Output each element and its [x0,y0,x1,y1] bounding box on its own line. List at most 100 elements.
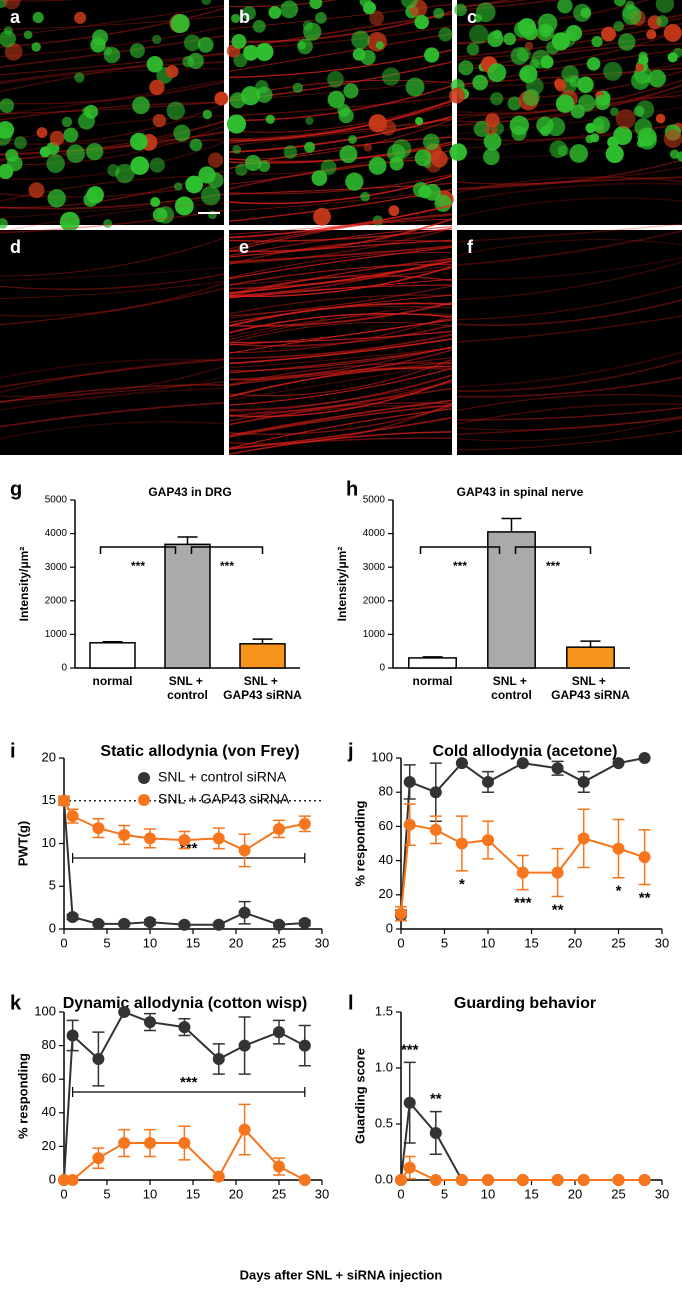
y-tick-label: 4000 [45,528,68,539]
panel-label: g [10,478,22,500]
point [612,757,625,770]
fiber [228,338,453,365]
cell [115,163,135,184]
legend-label: SNL + GAP43 siRNA [158,791,290,807]
cell [363,143,373,152]
fiber [228,218,453,250]
cell [338,108,354,124]
series-line [400,1166,645,1181]
fiber [228,399,453,437]
point [144,1016,156,1029]
x-tick-label: 25 [611,1186,625,1201]
x-tick-label: 30 [315,1186,329,1201]
point [92,1053,105,1066]
cell [348,135,357,144]
bar [89,642,136,669]
fiber [456,415,682,431]
cell [188,177,200,189]
fiber [0,15,225,30]
fiber [228,313,453,338]
cell [503,32,517,46]
cell [0,30,16,48]
cell [423,183,441,201]
cell [490,92,504,106]
label-line: SNL + [169,674,206,688]
cell [309,0,323,10]
cell [555,94,575,113]
y-tick-label: 100 [371,749,393,764]
cell [49,130,65,146]
cell [265,114,275,124]
x-tick-label: 10 [481,1186,495,1201]
cell [594,94,611,111]
cell [339,145,358,164]
sig-bracket [514,546,592,554]
fiber [228,302,453,327]
fiber [0,115,225,143]
cell [483,132,502,151]
cell [173,182,183,191]
y-tick-label: 1000 [363,629,386,640]
y-tick-label: 3000 [45,562,68,573]
cell [232,145,242,154]
y-tick-label: 0.5 [375,1115,393,1130]
cell [313,207,331,226]
cell [170,14,190,34]
cell [311,170,328,186]
cell [540,55,554,69]
cell [207,152,224,168]
x-tick-label: 5 [103,935,110,950]
fiber [228,346,453,386]
chart-title: Cold allodynia (acetone) [433,743,618,760]
fiber [228,315,453,353]
cell [39,146,51,158]
fiber [456,167,682,190]
y-tick-label: 0.0 [375,1171,393,1186]
cell [646,29,657,40]
cell [516,47,531,62]
fiber [456,403,682,425]
series-line [400,823,645,914]
cell [173,124,191,142]
point [403,818,416,831]
cell [303,22,322,41]
cell [149,157,165,173]
fiber [228,301,453,327]
error-bar [501,517,522,532]
y-tick-label: 20 [379,886,393,901]
bar [566,646,615,669]
fiber [228,294,453,315]
legend-label: SNL + control siRNA [158,769,287,785]
fiber [0,401,225,428]
cell [381,67,401,86]
fiber [0,384,225,403]
series-line [63,800,305,852]
cell [90,37,106,53]
cell [631,71,650,90]
cell [368,114,387,133]
cell [297,38,313,55]
fiber [0,193,225,210]
fiber [0,273,225,290]
point [118,1006,131,1018]
cell [182,55,195,68]
sig-label: ** [430,1091,442,1108]
fiber [0,357,225,394]
point [178,834,191,847]
cell [656,15,669,28]
point [178,1137,191,1150]
fiber [228,319,453,354]
cell [663,129,682,148]
label-line: control [167,688,208,702]
panel-label: c [467,7,477,27]
cell [367,32,387,52]
cell [47,189,66,208]
point [118,828,131,841]
cell [130,156,150,176]
panel-label: h [346,478,358,500]
y-tick-label: 1000 [45,629,68,640]
cell [466,42,480,56]
point [298,1039,311,1052]
shared-x-label: Days after SNL + siRNA injection [240,1267,443,1282]
cell [473,120,490,138]
